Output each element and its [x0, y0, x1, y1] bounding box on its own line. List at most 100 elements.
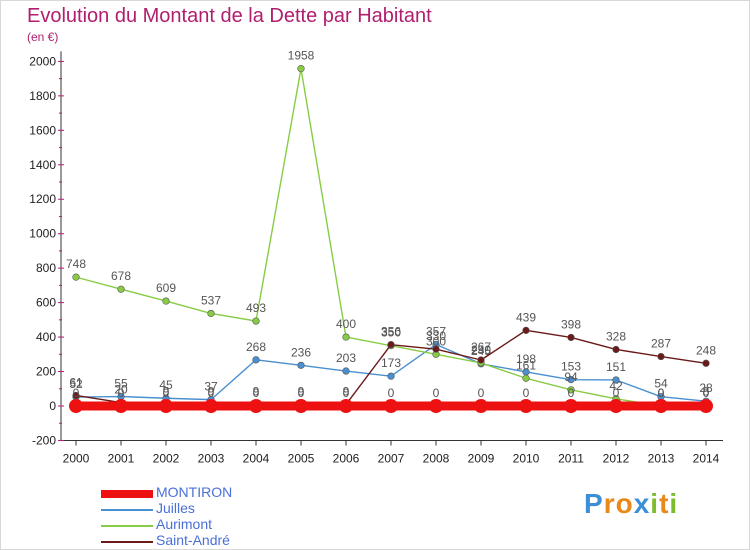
data-label: 268 [246, 340, 266, 354]
data-label: 748 [66, 257, 86, 271]
data-label: 28 [699, 381, 713, 395]
data-point [522, 374, 530, 382]
legend-swatch [101, 490, 153, 498]
data-label: 37 [204, 380, 218, 394]
data-label: 203 [336, 351, 356, 365]
data-label: 94 [564, 370, 578, 384]
data-label: 9 [208, 384, 215, 398]
x-tick-label: 2001 [108, 451, 135, 465]
x-tick-label: 2006 [333, 451, 360, 465]
y-tick-label: 400 [36, 330, 56, 344]
y-tick-label: 1000 [29, 227, 56, 241]
data-point [567, 376, 575, 384]
data-point [429, 399, 443, 413]
data-label: 267 [471, 340, 491, 354]
data-point [69, 399, 83, 413]
logo-letter: i [650, 488, 660, 519]
data-point [297, 361, 305, 369]
data-point [567, 386, 575, 394]
x-tick-label: 2005 [288, 451, 315, 465]
data-point [384, 399, 398, 413]
data-label: 0 [208, 386, 215, 400]
data-label: 20 [114, 383, 128, 397]
legend-swatch [101, 541, 153, 543]
legend-label: Saint-André [156, 532, 230, 548]
x-tick-label: 2009 [468, 451, 495, 465]
x-tick-label: 2010 [513, 451, 540, 465]
x-tick-label: 2007 [378, 451, 405, 465]
data-point [564, 399, 578, 413]
x-tick-label: 2013 [648, 451, 675, 465]
data-label: 357 [426, 324, 446, 338]
data-label: 52 [69, 377, 83, 391]
data-point [477, 356, 485, 364]
data-point [519, 399, 533, 413]
data-label: 0 [253, 386, 260, 400]
data-point [522, 326, 530, 334]
data-label: 328 [606, 329, 626, 343]
data-label: 400 [336, 317, 356, 331]
x-tick-label: 2014 [693, 451, 720, 465]
data-label: 173 [381, 356, 401, 370]
data-label: 55 [114, 377, 128, 391]
data-point [159, 399, 173, 413]
data-point [249, 399, 263, 413]
data-point [609, 399, 623, 413]
data-label: 0 [658, 386, 665, 400]
data-point [387, 341, 395, 349]
data-point [114, 399, 128, 413]
y-tick-label: 2000 [29, 54, 56, 68]
logo-letter: x [633, 488, 651, 519]
data-label: 0 [298, 386, 305, 400]
data-label: 678 [111, 269, 131, 283]
data-point [612, 376, 620, 384]
data-label: 0 [163, 386, 170, 400]
data-label: 0 [523, 386, 530, 400]
data-point [252, 356, 260, 364]
data-label: 151 [606, 360, 626, 374]
data-label: 0 [613, 386, 620, 400]
data-label: 300 [426, 334, 446, 348]
data-point [339, 399, 353, 413]
data-label: 61 [69, 375, 83, 389]
data-label: 45 [159, 378, 173, 392]
y-tick-label: 1200 [29, 192, 56, 206]
data-label: 248 [696, 343, 716, 357]
x-tick-label: 2000 [63, 451, 90, 465]
data-label: 245 [471, 344, 491, 358]
logo-letter: i [669, 488, 679, 519]
x-tick-label: 2004 [243, 451, 270, 465]
data-point [699, 399, 713, 413]
data-point [654, 399, 668, 413]
x-tick-label: 2002 [153, 451, 180, 465]
chart-title: Evolution du Montant de la Dette par Hab… [27, 5, 432, 27]
data-label: 609 [156, 281, 176, 295]
data-label: 0 [478, 386, 485, 400]
data-point [252, 317, 260, 325]
logo-letter: o [615, 488, 634, 519]
data-label: 236 [291, 345, 311, 359]
data-point [162, 297, 170, 305]
data-point [432, 345, 440, 353]
data-label: 1958 [288, 49, 315, 63]
y-tick-label: -200 [32, 433, 56, 447]
data-label: 198 [516, 352, 536, 366]
data-label: 0 [433, 386, 440, 400]
data-label: 0 [658, 386, 665, 400]
x-tick-label: 2008 [423, 451, 450, 465]
data-label: 9 [163, 384, 170, 398]
y-tick-label: 1800 [29, 89, 56, 103]
data-point [294, 399, 308, 413]
data-label: 356 [381, 325, 401, 339]
data-point [297, 65, 305, 73]
logo-letter: P [584, 488, 604, 519]
data-label: 8 [703, 385, 710, 399]
data-point [204, 399, 218, 413]
data-point [117, 285, 125, 293]
data-label: 0 [703, 386, 710, 400]
data-point [72, 391, 80, 400]
data-label: 439 [516, 310, 536, 324]
data-label: 537 [201, 293, 221, 307]
data-label: 9 [343, 384, 350, 398]
